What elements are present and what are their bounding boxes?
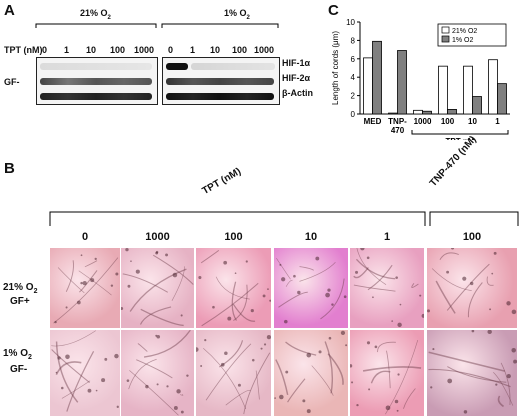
micro-column-label-4: 1 [383, 231, 391, 243]
dose-label-right-4: 1000 [254, 45, 275, 55]
bar-1o2-2 [422, 110, 432, 115]
panel-label-a: A [4, 2, 15, 19]
micrograph-row1-col2 [121, 248, 194, 328]
row1-label-gf: GF+ [10, 296, 30, 307]
x-tick-label-4: 10 [468, 117, 477, 126]
y-tick-label-4: 8 [351, 36, 356, 45]
y-tick-label-0: 0 [351, 110, 356, 119]
dose-label-right-1: 1 [190, 45, 196, 55]
micrograph-row2-col2 [121, 330, 194, 416]
y-tick-label-2: 4 [351, 73, 356, 82]
micro-column-label-2: 100 [224, 231, 243, 243]
x-tick-label-3: 100 [441, 117, 455, 126]
group-label-1-o2: 1% O2 [224, 8, 250, 21]
micrograph-row1-col6 [427, 248, 517, 328]
bar-21o2-3 [438, 65, 448, 115]
micrograph-row1-col4 [274, 248, 348, 328]
micro-column-label-3: 10 [304, 231, 318, 243]
dose-label-left-3: 100 [110, 45, 126, 55]
legend-label-1: 1% O2 [452, 37, 474, 44]
row1-label-o2: 21% O2 [3, 282, 38, 295]
legend-box [437, 23, 507, 47]
x-tick-label-2: 1000 [414, 117, 432, 126]
x-tick-label-1: TNP- [388, 117, 407, 126]
micro-brackets [49, 211, 519, 226]
bar-1o2-4 [472, 96, 482, 115]
legend-label-0: 21% O2 [452, 28, 477, 35]
dose-label-left-2: 10 [86, 45, 97, 55]
row2-label-o2: 1% O2 [3, 348, 32, 361]
micrograph-row1-col3 [196, 248, 271, 328]
legend-swatch-1 [441, 35, 450, 43]
gf-label: GF- [4, 77, 20, 87]
tpt-group-bracket [411, 130, 509, 135]
panel-label-b: B [4, 160, 15, 177]
group-label-21-o2: 21% O2 [80, 8, 111, 21]
micrograph-row2-col5 [350, 330, 424, 416]
bar-1o2-3 [447, 109, 457, 115]
dose-label-left-4: 1000 [134, 45, 155, 55]
micrograph-row1-col5 [350, 248, 424, 328]
legend-swatch-0 [441, 26, 450, 34]
group-brackets [35, 23, 279, 28]
row2-label-gf: GF- [10, 364, 28, 375]
dose-label-right-0: 0 [168, 45, 174, 55]
micro-column-label-5: 100 [462, 231, 482, 243]
y-tick-label-3: 6 [351, 55, 356, 64]
dose-label-left-0: 0 [42, 45, 48, 55]
micro-column-label-0: 0 [81, 231, 89, 243]
dose-label-right-2: 10 [210, 45, 221, 55]
dose-label-left-1: 1 [64, 45, 70, 55]
tpt-group-label: TPT nM [446, 137, 475, 140]
y-tick-label-5: 10 [346, 18, 355, 27]
micrograph-row2-col1 [50, 330, 120, 416]
panel-label-c: C [328, 2, 339, 19]
western-blot-1-o2 [162, 57, 280, 105]
bar-1o2-1 [397, 50, 407, 115]
row-label-hif2a: HIF-2α [282, 73, 311, 83]
micrograph-row2-col3 [196, 330, 271, 416]
y-axis-label: Length of cords (μm) [331, 31, 340, 105]
bar-chart-cord-length: 0 2 4 6 8 10 Length of cords (μm) MED TNP-470 100… [331, 18, 510, 140]
x-tick-label-1-b: 470 [391, 126, 405, 135]
micrograph-row2-col6 [427, 330, 517, 416]
row-label-hif1a: HIF-1α [282, 58, 311, 68]
y-tick-label-1: 2 [351, 92, 356, 101]
western-blot-21-o2 [36, 57, 158, 105]
bar-1o2-0 [372, 40, 382, 115]
dose-label-right-3: 100 [232, 45, 248, 55]
bar-1o2-5 [497, 83, 507, 115]
micrograph-row1-col1 [50, 248, 120, 328]
row-label-beta-actin: β-Actin [282, 88, 313, 98]
x-tick-label-5: 1 [495, 117, 500, 126]
x-tick-label-0: MED [364, 117, 382, 126]
micro-column-label-1: 1000 [145, 231, 170, 243]
bar-21o2-4 [463, 65, 473, 115]
micrograph-row2-col4 [274, 330, 348, 416]
tpt-label: TPT (nM) [4, 45, 43, 55]
